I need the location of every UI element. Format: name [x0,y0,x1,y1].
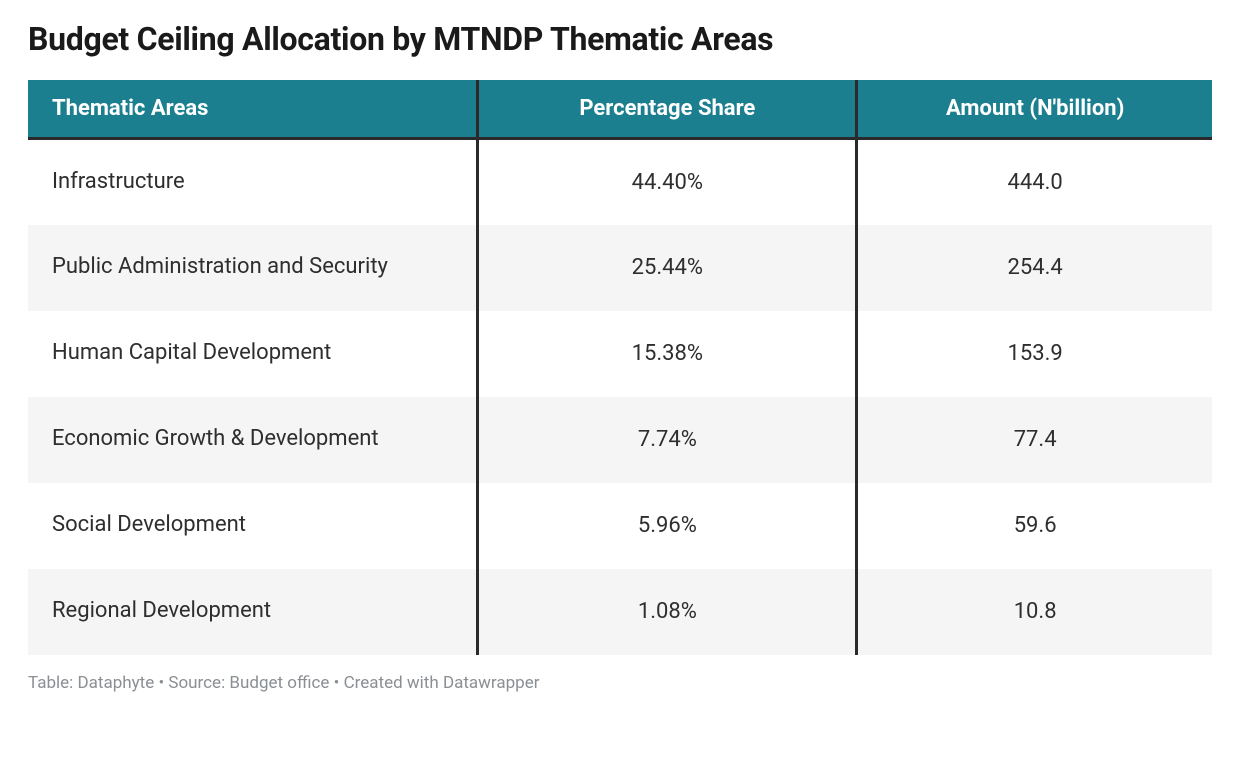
cell-thematic-area: Human Capital Development [28,311,478,397]
table-row: Economic Growth & Development7.74%77.4 [28,397,1212,483]
table-row: Regional Development1.08%10.8 [28,569,1212,655]
cell-amount: 10.8 [857,569,1212,655]
col-header-share: Percentage Share [478,80,857,139]
cell-thematic-area: Social Development [28,483,478,569]
cell-thematic-area: Regional Development [28,569,478,655]
table-row: Infrastructure44.40%444.0 [28,139,1212,225]
col-header-amount: Amount (N'billion) [857,80,1212,139]
cell-amount: 77.4 [857,397,1212,483]
cell-percentage-share: 5.96% [478,483,857,569]
cell-percentage-share: 7.74% [478,397,857,483]
cell-thematic-area: Infrastructure [28,139,478,225]
table-row: Social Development5.96%59.6 [28,483,1212,569]
page-title: Budget Ceiling Allocation by MTNDP Thema… [28,20,1212,58]
allocation-table: Thematic Areas Percentage Share Amount (… [28,80,1212,655]
cell-thematic-area: Economic Growth & Development [28,397,478,483]
cell-amount: 59.6 [857,483,1212,569]
footer-attribution: Table: Dataphyte • Source: Budget office… [28,673,1212,693]
cell-amount: 254.4 [857,225,1212,311]
table-row: Human Capital Development15.38%153.9 [28,311,1212,397]
cell-percentage-share: 1.08% [478,569,857,655]
cell-thematic-area: Public Administration and Security [28,225,478,311]
cell-amount: 153.9 [857,311,1212,397]
cell-amount: 444.0 [857,139,1212,225]
cell-percentage-share: 15.38% [478,311,857,397]
table-header-row: Thematic Areas Percentage Share Amount (… [28,80,1212,139]
table-row: Public Administration and Security25.44%… [28,225,1212,311]
col-header-thematic: Thematic Areas [28,80,478,139]
cell-percentage-share: 44.40% [478,139,857,225]
cell-percentage-share: 25.44% [478,225,857,311]
